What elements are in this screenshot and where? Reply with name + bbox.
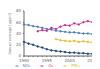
svg-text:2000: 2000 [65, 58, 76, 63]
svg-text:2005: 2005 [87, 58, 92, 63]
svg-text:80: 80 [16, 8, 22, 13]
html-text:O₃: O₃ [48, 63, 54, 68]
svg-text:40: 40 [16, 31, 22, 36]
svg-text:1990: 1990 [19, 58, 30, 63]
html-text:NO₂: NO₂ [22, 63, 31, 68]
svg-text:60: 60 [16, 20, 22, 25]
svg-text:20: 20 [16, 42, 22, 47]
html-text:PM₁₀: PM₁₀ [71, 63, 81, 68]
svg-text:Annual average (μg/m³): Annual average (μg/m³) [8, 12, 12, 55]
svg-text:0: 0 [18, 53, 21, 58]
svg-text:1995: 1995 [42, 58, 53, 63]
